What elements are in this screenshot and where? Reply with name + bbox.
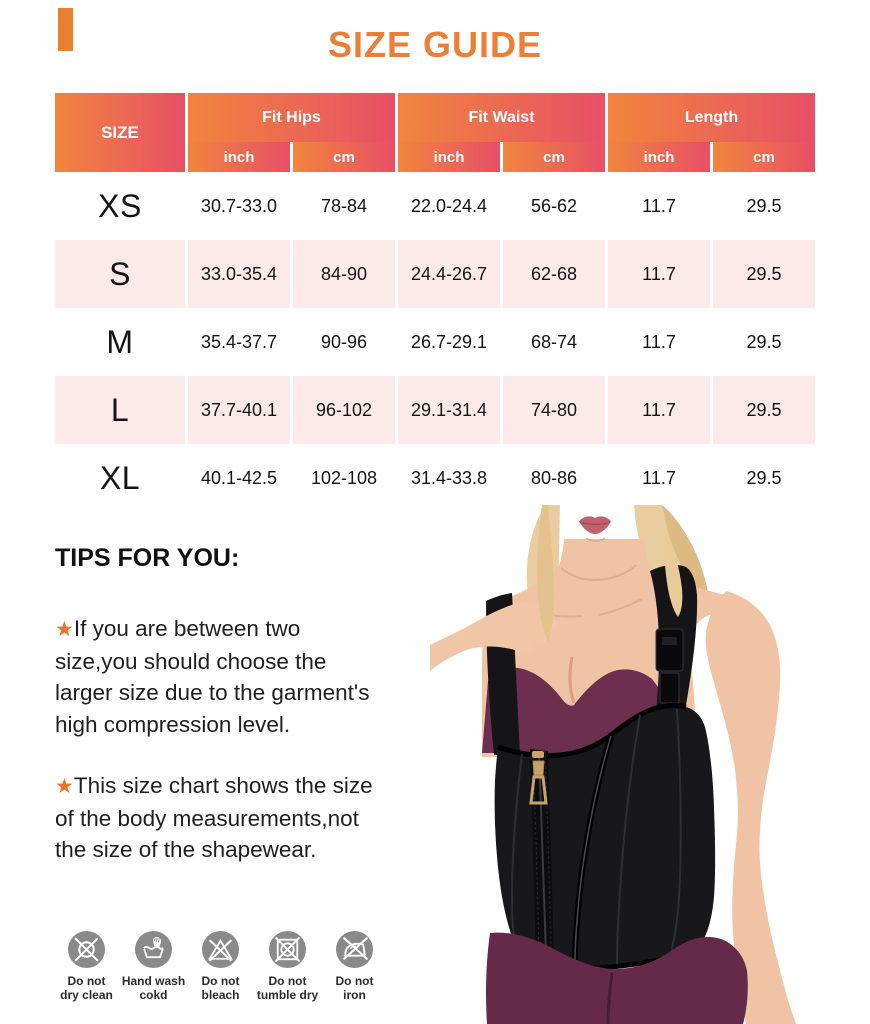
table-cell: 62-68: [503, 240, 605, 308]
size-table: SIZE Fit Hips Fit Waist Length inch cm i…: [55, 93, 815, 512]
table-cell: 68-74: [503, 308, 605, 376]
page-title: SIZE GUIDE: [327, 24, 543, 65]
do-not-bleach-icon: [202, 931, 239, 968]
column-group-length: Length: [608, 93, 815, 142]
table-cell: 11.7: [608, 376, 710, 444]
table-cell: 29.5: [713, 444, 815, 512]
tip-text: This size chart shows the size of the bo…: [55, 773, 373, 862]
table-cell: 11.7: [608, 308, 710, 376]
unit-header: cm: [503, 142, 605, 172]
care-item: Hand wash cokd: [120, 931, 187, 1002]
care-label: Do not iron: [335, 974, 374, 1002]
care-item: Do not tumble dry: [254, 931, 321, 1002]
table-cell: 90-96: [293, 308, 395, 376]
size-label: M: [55, 308, 185, 376]
table-cell: 26.7-29.1: [398, 308, 500, 376]
table-cell: 84-90: [293, 240, 395, 308]
unit-header: inch: [398, 142, 500, 172]
table-cell: 24.4-26.7: [398, 240, 500, 308]
table-cell: 40.1-42.5: [188, 444, 290, 512]
size-label: L: [55, 376, 185, 444]
care-instructions: Do not dry clean Hand wash cokd Do not b…: [53, 931, 388, 1002]
model-illustration: [430, 505, 796, 1024]
table-cell: 96-102: [293, 376, 395, 444]
table-cell: 35.4-37.7: [188, 308, 290, 376]
care-label: Hand wash cokd: [121, 974, 186, 1002]
table-cell: 30.7-33.0: [188, 172, 290, 240]
table-cell: 11.7: [608, 172, 710, 240]
tip-item: ★This size chart shows the size of the b…: [55, 770, 455, 866]
table-cell: 29.5: [713, 376, 815, 444]
unit-header: inch: [188, 142, 290, 172]
size-label: XL: [55, 444, 185, 512]
star-icon: ★: [55, 618, 74, 641]
table-cell: 56-62: [503, 172, 605, 240]
care-item: Do not bleach: [187, 931, 254, 1002]
column-header-size: SIZE: [55, 93, 185, 172]
table-cell: 80-86: [503, 444, 605, 512]
table-cell: 29.1-31.4: [398, 376, 500, 444]
tip-text: If you are between two size,you should c…: [55, 616, 370, 737]
unit-header: cm: [293, 142, 395, 172]
table-cell: 11.7: [608, 444, 710, 512]
unit-header: cm: [713, 142, 815, 172]
table-cell: 74-80: [503, 376, 605, 444]
column-group-fit-hips: Fit Hips: [188, 93, 395, 142]
do-not-dry-clean-icon: [68, 931, 105, 968]
table-cell: 78-84: [293, 172, 395, 240]
size-label: S: [55, 240, 185, 308]
unit-header: inch: [608, 142, 710, 172]
table-cell: 33.0-35.4: [188, 240, 290, 308]
care-label: Do not tumble dry: [256, 974, 319, 1002]
table-cell: 31.4-33.8: [398, 444, 500, 512]
accent-bar: [58, 8, 73, 51]
do-not-iron-icon: [336, 931, 373, 968]
table-cell: 29.5: [713, 308, 815, 376]
column-group-fit-waist: Fit Waist: [398, 93, 605, 142]
do-not-tumble-dry-icon: [269, 931, 306, 968]
tips-heading: TIPS FOR YOU:: [55, 544, 240, 572]
product-photo: [430, 505, 870, 1024]
table-cell: 102-108: [293, 444, 395, 512]
table-cell: 11.7: [608, 240, 710, 308]
table-cell: 29.5: [713, 172, 815, 240]
care-label: Do not dry clean: [60, 974, 113, 1002]
care-item: Do not dry clean: [53, 931, 120, 1002]
table-cell: 22.0-24.4: [398, 172, 500, 240]
size-label: XS: [55, 172, 185, 240]
table-cell: 29.5: [713, 240, 815, 308]
hand-wash-icon: [135, 931, 172, 968]
table-cell: 37.7-40.1: [188, 376, 290, 444]
tip-item: ★If you are between two size,you should …: [55, 613, 455, 740]
tips-section: TIPS FOR YOU: ★If you are between two si…: [55, 544, 455, 896]
care-label: Do not bleach: [201, 974, 240, 1002]
care-item: Do not iron: [321, 931, 388, 1002]
star-icon: ★: [55, 775, 74, 798]
